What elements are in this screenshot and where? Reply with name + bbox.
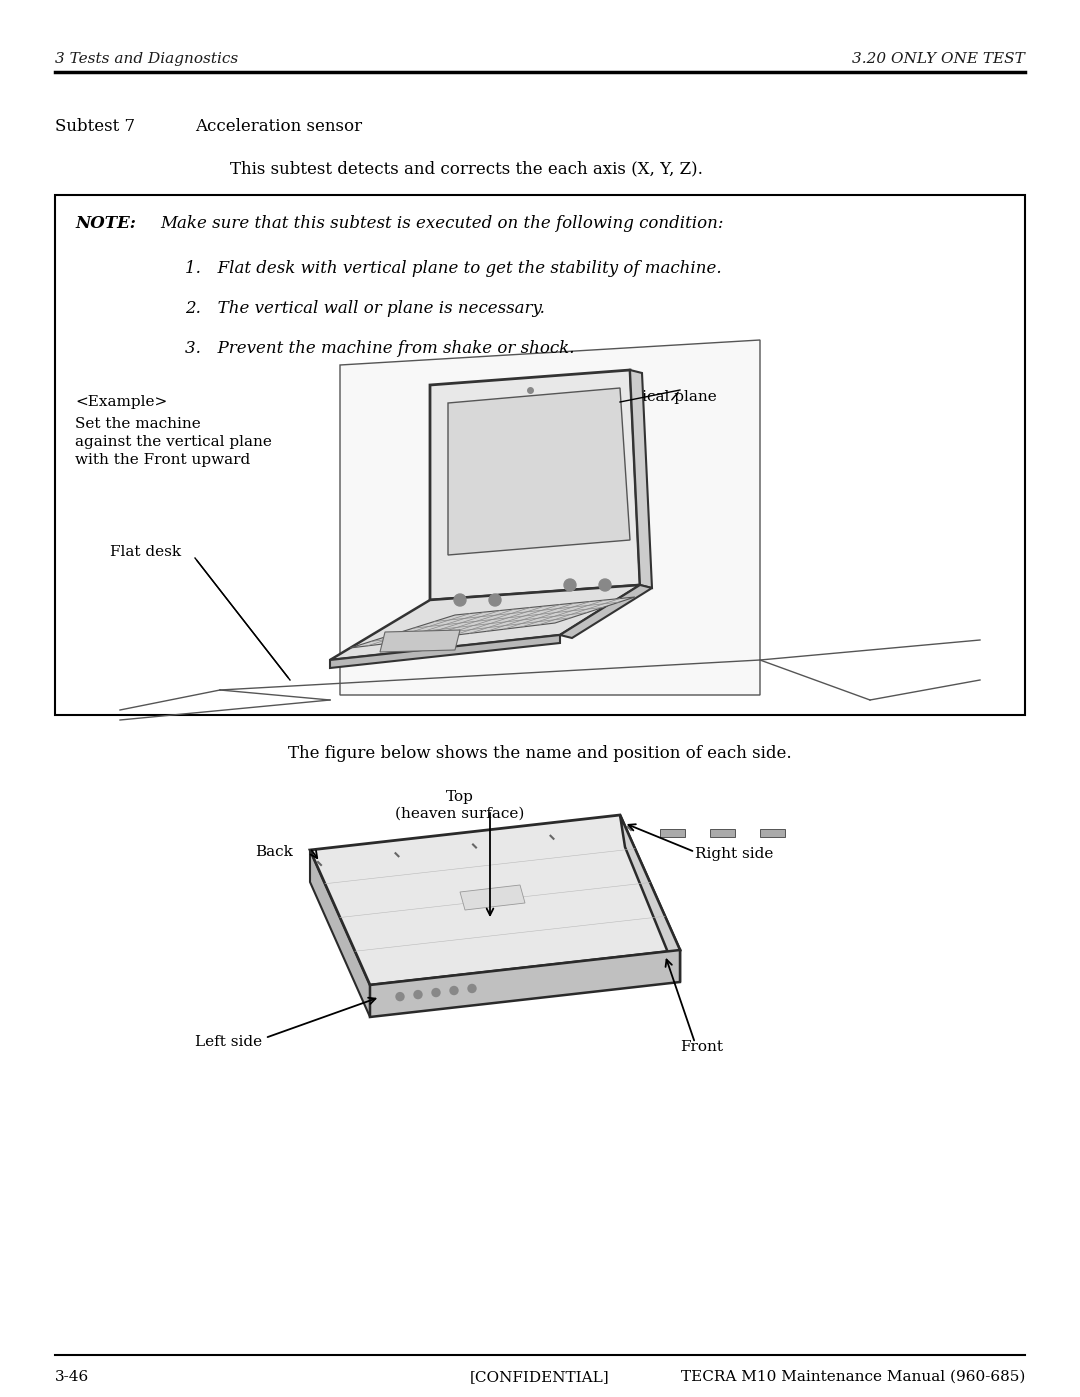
Circle shape — [468, 985, 476, 992]
Text: [CONFIDENTIAL]: [CONFIDENTIAL] — [470, 1370, 610, 1384]
Circle shape — [599, 578, 611, 591]
Polygon shape — [330, 636, 561, 668]
Text: Back: Back — [255, 845, 293, 859]
Text: with the Front upward: with the Front upward — [75, 453, 251, 467]
Circle shape — [454, 594, 465, 606]
Text: TECRA M10 Maintenance Manual (960-685): TECRA M10 Maintenance Manual (960-685) — [680, 1370, 1025, 1384]
Text: <Example>: <Example> — [75, 395, 167, 409]
Text: This subtest detects and corrects the each axis (X, Y, Z).: This subtest detects and corrects the ea… — [230, 161, 703, 177]
Text: 1.  Flat desk with vertical plane to get the stability of machine.: 1. Flat desk with vertical plane to get … — [185, 260, 721, 277]
Text: 3-46: 3-46 — [55, 1370, 90, 1384]
Circle shape — [489, 594, 501, 606]
Text: Left side: Left side — [195, 1035, 262, 1049]
Text: Flat desk: Flat desk — [110, 545, 181, 559]
Circle shape — [564, 578, 576, 591]
Polygon shape — [460, 886, 525, 909]
Polygon shape — [620, 814, 680, 982]
Polygon shape — [310, 849, 370, 1017]
Text: Subtest 7: Subtest 7 — [55, 117, 135, 136]
Circle shape — [414, 990, 422, 999]
Polygon shape — [310, 814, 680, 985]
Text: 2.  The vertical wall or plane is necessary.: 2. The vertical wall or plane is necessa… — [185, 300, 545, 317]
Polygon shape — [630, 370, 652, 588]
Text: Acceleration sensor: Acceleration sensor — [195, 117, 362, 136]
Text: Right side: Right side — [696, 847, 773, 861]
Text: NOTE:: NOTE: — [75, 215, 136, 232]
Text: 3 Tests and Diagnostics: 3 Tests and Diagnostics — [55, 52, 239, 66]
Text: Top
(heaven surface): Top (heaven surface) — [395, 789, 525, 820]
Text: Front: Front — [680, 1039, 723, 1053]
Text: The figure below shows the name and position of each side.: The figure below shows the name and posi… — [288, 745, 792, 761]
Text: Make sure that this subtest is executed on the following condition:: Make sure that this subtest is executed … — [160, 215, 724, 232]
Polygon shape — [340, 339, 760, 694]
Polygon shape — [380, 630, 460, 652]
Bar — [760, 828, 785, 837]
Bar — [710, 828, 735, 837]
Text: against the vertical plane: against the vertical plane — [75, 434, 272, 448]
Polygon shape — [350, 597, 635, 648]
Polygon shape — [370, 950, 680, 1017]
Polygon shape — [430, 370, 640, 599]
Polygon shape — [448, 388, 630, 555]
Text: 3.  Prevent the machine from shake or shock.: 3. Prevent the machine from shake or sho… — [185, 339, 575, 358]
Polygon shape — [561, 585, 652, 638]
Text: Vertical plane: Vertical plane — [610, 390, 717, 404]
Circle shape — [396, 993, 404, 1000]
Bar — [55, 196, 1025, 715]
Text: Set the machine: Set the machine — [75, 416, 201, 432]
Circle shape — [432, 989, 440, 996]
Text: 3.20 ONLY ONE TEST: 3.20 ONLY ONE TEST — [852, 52, 1025, 66]
Bar — [660, 828, 685, 837]
Polygon shape — [330, 585, 640, 659]
Circle shape — [450, 986, 458, 995]
